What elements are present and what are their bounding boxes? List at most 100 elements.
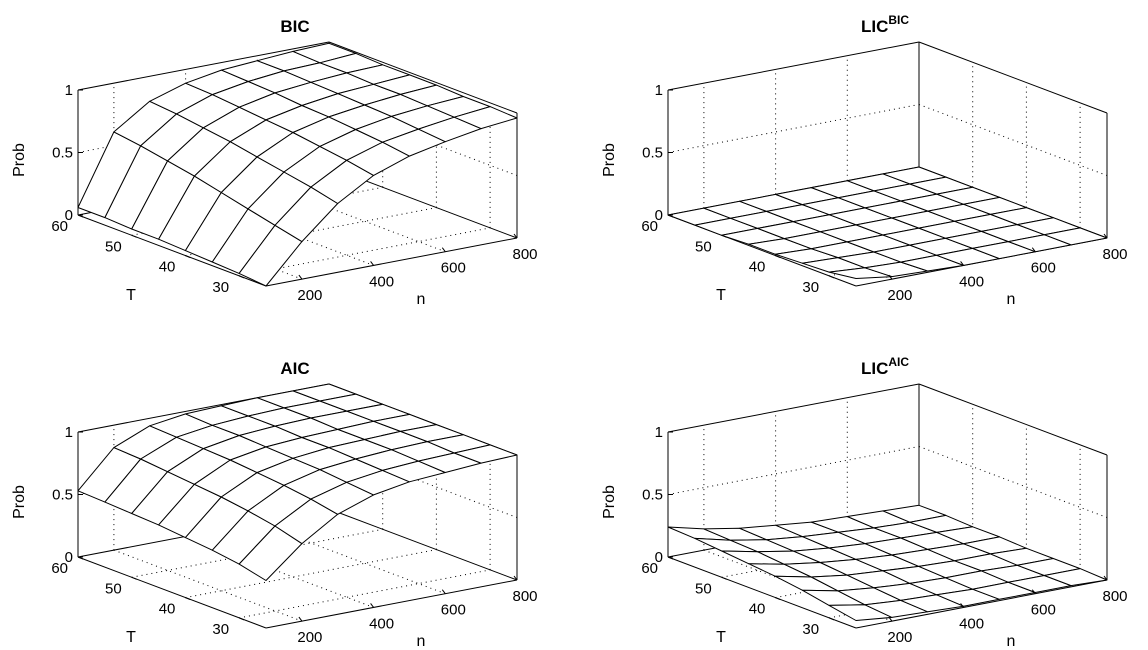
grid-line — [667, 104, 920, 153]
x-axis-label: n — [1007, 633, 1016, 650]
top-back-edge — [667, 383, 920, 433]
x-tick-label: 800 — [1102, 588, 1127, 605]
z-axis-label: Prob — [601, 143, 618, 177]
front-left-floor-edge — [667, 556, 857, 629]
y-tick-mark — [185, 597, 191, 601]
y-tick-label: 50 — [695, 238, 712, 255]
chart-title-main: LIC — [861, 359, 888, 378]
x-tick-mark — [513, 233, 518, 239]
x-tick-mark — [370, 261, 375, 266]
panel-lic-aic: 0 0.5 1 30 40 50 60 200 400 600 800 Prob T n LICAIC — [601, 355, 1128, 650]
x-tick-mark — [888, 274, 893, 280]
top-back-edge — [667, 41, 920, 91]
z-tick-label: 1 — [655, 424, 663, 441]
chart-title-main: LIC — [861, 17, 888, 36]
chart-title-superscript: AIC — [888, 355, 909, 369]
chart-title: LICBIC — [861, 13, 909, 36]
y-tick-mark — [238, 275, 245, 279]
y-tick-mark — [77, 214, 84, 218]
grid-line — [918, 104, 1108, 176]
chart-title: LICAIC — [861, 355, 909, 378]
front-left-floor-edge — [77, 214, 267, 287]
x-tick-label: 600 — [1031, 602, 1056, 619]
x-axis-label: n — [417, 291, 426, 308]
y-tick-label: 40 — [749, 601, 766, 618]
surface-cell — [453, 444, 518, 464]
chart-title: AIC — [280, 359, 309, 378]
grid-line — [257, 180, 446, 253]
top-back-edge — [77, 41, 330, 91]
z-tick-label: 1 — [65, 82, 73, 99]
y-tick-mark — [775, 255, 781, 259]
y-tick-mark — [131, 234, 137, 238]
y-tick-label: 60 — [641, 560, 658, 577]
chart-title: BIC — [280, 17, 309, 36]
right-floor-edge — [328, 508, 518, 581]
x-tick-mark — [888, 616, 893, 622]
front-left-floor-edge — [77, 556, 267, 629]
y-tick-label: 30 — [802, 279, 819, 296]
top-right-edge — [328, 41, 518, 114]
panel-aic: 0 0.5 1 30 40 50 60 200 400 600 800 Prob T n AIC — [11, 359, 538, 650]
y-tick-label: 60 — [51, 560, 68, 577]
grid-line — [185, 535, 374, 608]
x-tick-label: 600 — [441, 602, 466, 619]
grid-line — [328, 446, 518, 518]
grid-line — [113, 549, 303, 622]
y-tick-label: 30 — [212, 279, 229, 296]
x-tick-mark — [960, 603, 964, 608]
y-tick-label: 30 — [802, 621, 819, 638]
y-tick-mark — [185, 255, 191, 259]
x-tick-label: 200 — [887, 287, 912, 304]
x-tick-label: 200 — [297, 287, 322, 304]
y-tick-mark — [238, 617, 245, 621]
z-tick-label: 0 — [65, 207, 73, 224]
top-right-edge — [918, 41, 1108, 114]
x-tick-label: 800 — [512, 588, 537, 605]
surface-cell — [1043, 568, 1108, 587]
z-tick-label: 1 — [65, 424, 73, 441]
z-tick-label: 0.5 — [642, 487, 663, 504]
grid-line — [918, 446, 1108, 518]
grid-line — [185, 549, 437, 599]
x-tick-mark — [441, 247, 446, 252]
y-tick-mark — [77, 556, 84, 560]
surface-cell — [1043, 227, 1108, 246]
front-right-floor-edge — [855, 579, 1108, 629]
z-tick-label: 0.5 — [642, 145, 663, 162]
y-tick-mark — [828, 617, 835, 621]
z-tick-label: 1 — [655, 82, 663, 99]
x-tick-mark — [298, 274, 303, 280]
x-axis-label: n — [1007, 291, 1016, 308]
x-axis-label: n — [417, 633, 426, 650]
panel-bic: 0 0.5 1 30 40 50 60 200 400 600 800 Prob T n BIC — [11, 17, 538, 308]
z-axis-label: Prob — [11, 143, 28, 177]
x-tick-label: 600 — [1031, 260, 1056, 277]
x-tick-mark — [1103, 575, 1108, 581]
z-tick-label: 0.5 — [52, 145, 73, 162]
x-tick-mark — [298, 616, 303, 622]
y-tick-label: 60 — [641, 218, 658, 235]
x-tick-label: 400 — [369, 615, 394, 632]
y-tick-label: 40 — [749, 259, 766, 276]
x-tick-label: 800 — [1102, 246, 1127, 263]
y-axis-label: T — [716, 287, 726, 304]
x-tick-mark — [1031, 589, 1036, 595]
x-tick-label: 400 — [959, 273, 984, 290]
y-tick-mark — [721, 234, 727, 238]
x-tick-label: 200 — [297, 629, 322, 646]
z-axis-label: Prob — [11, 485, 28, 519]
x-tick-label: 400 — [959, 615, 984, 632]
x-tick-mark — [513, 575, 518, 581]
x-tick-label: 400 — [369, 273, 394, 290]
y-tick-label: 50 — [105, 580, 122, 597]
x-tick-label: 800 — [512, 246, 537, 263]
x-tick-label: 200 — [887, 629, 912, 646]
y-tick-label: 50 — [105, 238, 122, 255]
z-tick-label: 0.5 — [52, 487, 73, 504]
x-tick-mark — [370, 603, 375, 608]
front-right-floor-edge — [265, 237, 518, 287]
front-right-floor-edge — [265, 579, 518, 629]
x-tick-mark — [960, 261, 964, 266]
y-tick-mark — [131, 576, 137, 580]
